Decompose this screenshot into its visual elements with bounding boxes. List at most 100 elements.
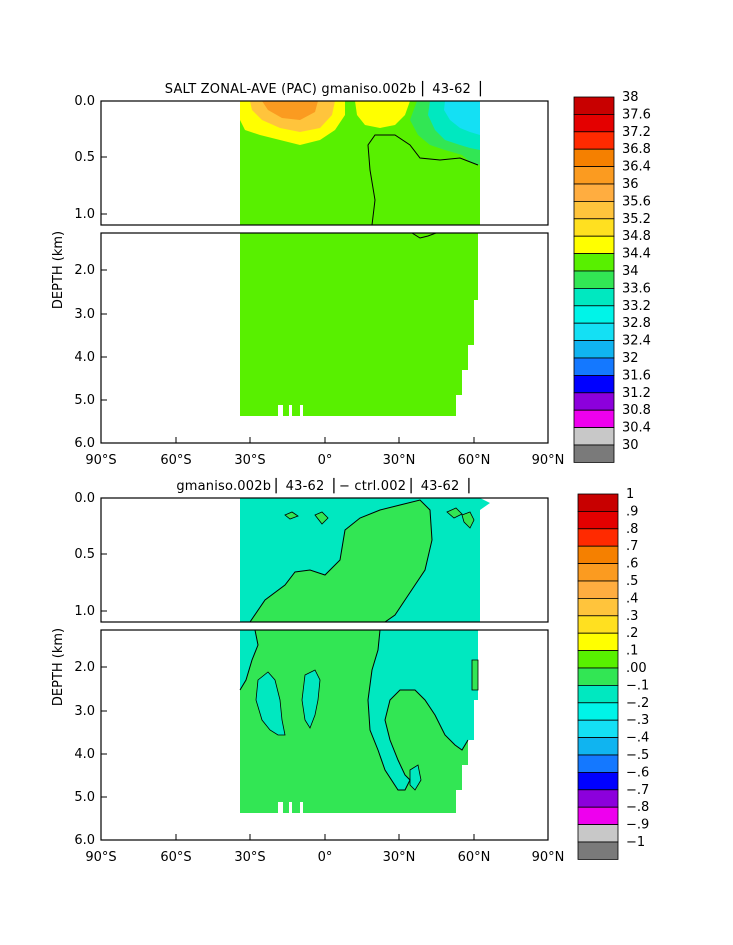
colorbar-label: −.7 — [626, 783, 649, 798]
colorbar-swatch — [573, 427, 615, 446]
colorbar-label: .7 — [626, 539, 638, 554]
colorbar-swatch — [573, 322, 615, 342]
colorbar-swatch — [577, 754, 619, 773]
deep-contour — [411, 233, 437, 239]
colorbar-swatch — [577, 667, 619, 686]
colorbar-swatch — [573, 357, 615, 376]
colorbar-swatch — [577, 615, 619, 634]
colorbar-label: .00 — [626, 661, 647, 676]
colorbar-swatch — [577, 528, 619, 547]
colorbar-label: 33.6 — [622, 281, 651, 296]
y-tick-label: 6.0 — [74, 436, 95, 451]
y-tick-label: 5.0 — [74, 790, 95, 805]
y-tick-label: 0.5 — [74, 150, 95, 165]
negative-region — [240, 630, 258, 690]
x-tick-label: 30°S — [234, 453, 265, 468]
colorbar-swatch — [577, 824, 619, 843]
colorbar-swatch — [573, 131, 615, 150]
colorbar-label: 34 — [622, 264, 639, 279]
colorbar-label: .5 — [626, 574, 638, 589]
zero-contour — [239, 630, 259, 691]
colorbar-label: 36 — [622, 177, 639, 192]
colorbar-label: 30.8 — [622, 403, 651, 418]
upper-segment-field — [240, 101, 480, 225]
colorbar-swatch — [573, 392, 615, 411]
small-positive-blob — [446, 507, 463, 519]
x-tick-label: 90°N — [532, 453, 565, 468]
colorbar-swatch — [577, 563, 619, 582]
colorbar-swatch — [573, 287, 615, 307]
salty-north — [355, 101, 410, 128]
negative-region — [471, 659, 479, 691]
colorbar-label: 31.2 — [622, 386, 651, 401]
positive-region — [250, 500, 432, 622]
colorbar-label: .2 — [626, 626, 638, 641]
colorbar-label: .4 — [626, 591, 638, 606]
x-axis: 90°S 60°S 30°S 0° 30°N 60°N 90°N — [85, 834, 564, 865]
colorbar-label: 33.2 — [622, 299, 651, 314]
x-tick-label: 60°S — [160, 850, 191, 865]
colorbar-swatch — [577, 510, 619, 530]
colorbar-swatch — [577, 789, 619, 808]
colorbar-label: .3 — [626, 609, 638, 624]
y-axis-label: DEPTH (km) — [51, 628, 66, 706]
y-tick-label: 1.0 — [74, 207, 95, 222]
x-tick-label: 90°N — [532, 850, 565, 865]
x-tick-label: 60°N — [458, 850, 491, 865]
colorbar-swatch — [573, 305, 615, 324]
difference-panel: gmaniso.002b ▏43-62▕ − ctrl.002 ▏43-62▕ — [51, 477, 649, 865]
colorbar-label: 32.8 — [622, 316, 651, 331]
freshest-core — [444, 101, 480, 135]
colorbar-label: −.6 — [626, 765, 649, 780]
negative-region — [368, 630, 478, 790]
colorbar-swatch — [577, 685, 619, 704]
colorbar-label: −.2 — [626, 696, 649, 711]
colorbar-label: −.1 — [626, 678, 649, 693]
colorbar-swatch — [573, 235, 615, 254]
colorbar-label: .1 — [626, 644, 638, 659]
y-tick-label: 2.0 — [74, 263, 95, 278]
x-tick-label: 60°S — [160, 453, 191, 468]
colorbar-label: 34.8 — [622, 229, 651, 244]
colorbar-label: 37.6 — [622, 107, 651, 122]
x-tick-label: 90°S — [85, 850, 116, 865]
colorbar-label: 30 — [622, 438, 639, 453]
x-tick-label: 30°N — [383, 453, 416, 468]
y-tick-label: 3.0 — [74, 704, 95, 719]
colorbar-swatch — [577, 598, 619, 617]
colorbar-swatch — [573, 340, 615, 359]
colorbar-swatch — [573, 444, 615, 463]
negative-region — [409, 764, 422, 791]
colorbar: 38 37.6 37.2 36.8 36.4 36 35.6 35.2 34.8 34.4 34 33… — [573, 90, 651, 463]
y-tick-label: 6.0 — [74, 833, 95, 848]
negative-region — [255, 671, 286, 736]
colorbar-swatch — [573, 253, 615, 272]
colorbar-swatch — [573, 114, 615, 133]
colorbar-label: .8 — [626, 522, 638, 537]
colorbar-swatch — [577, 841, 619, 860]
colorbar-swatch — [577, 806, 619, 826]
lower-segment-field — [239, 630, 479, 813]
colorbar-label: 36.4 — [622, 160, 651, 175]
y-axis: 0.0 0.5 1.0 2.0 3.0 4.0 5.0 6.0 DEPTH (k… — [51, 491, 107, 848]
x-tick-label: 30°S — [234, 850, 265, 865]
upper-segment-field — [240, 498, 490, 622]
colorbar-label: 34.4 — [622, 247, 651, 262]
colorbar-swatch — [577, 632, 619, 652]
colorbar: 1 .9 .8 .7 .6 .5 .4 .3 .2 .1 .00 −.1 −.2 −.3 −.4 −.5 −.6… — [577, 487, 649, 860]
y-tick-label: 1.0 — [74, 604, 95, 619]
colorbar-label: −.3 — [626, 713, 649, 728]
x-tick-label: 60°N — [458, 453, 491, 468]
panel-title: gmaniso.002b ▏43-62▕ − ctrl.002 ▏43-62▕ — [176, 477, 470, 494]
colorbar-swatch — [577, 737, 619, 756]
small-positive-blob — [284, 511, 299, 520]
y-tick-label: 4.0 — [74, 350, 95, 365]
small-positive-blob — [461, 511, 475, 529]
x-tick-label: 90°S — [85, 453, 116, 468]
colorbar-label: −.8 — [626, 800, 649, 815]
colorbar-swatch — [577, 493, 619, 512]
y-tick-label: 2.0 — [74, 660, 95, 675]
lower-segment-field — [240, 233, 478, 416]
colorbar-label: 32 — [622, 351, 639, 366]
colorbar-swatch — [573, 270, 615, 289]
